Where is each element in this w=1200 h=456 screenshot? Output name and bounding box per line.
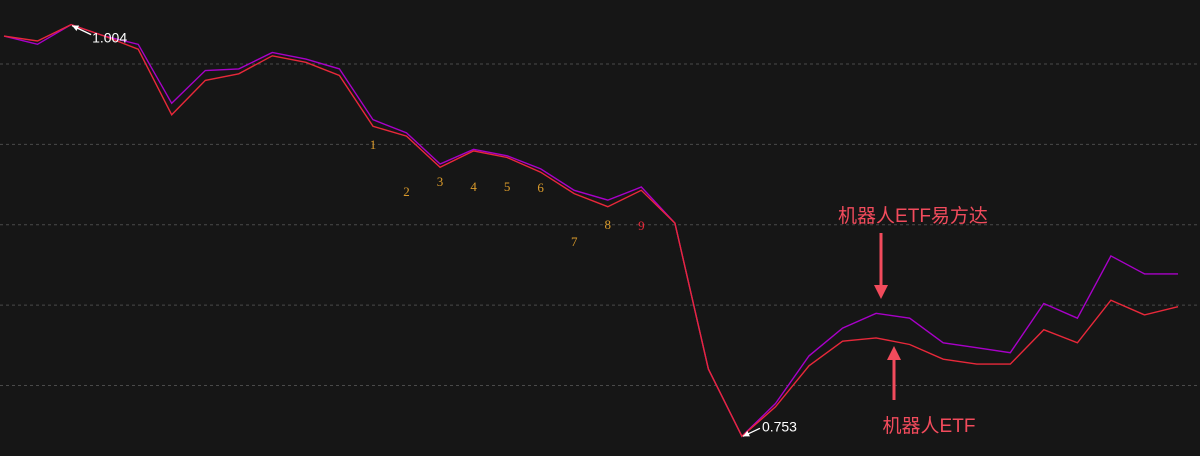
lines <box>3 23 1179 438</box>
sequence-label: 3 <box>437 174 444 189</box>
max-arrow-head <box>72 25 80 32</box>
series-callout: 机器人ETF易方达 <box>838 205 988 227</box>
callout-arrow-shaft <box>879 233 883 287</box>
series-line <box>3 23 1179 438</box>
grid <box>0 63 1200 386</box>
sequence-label: 7 <box>571 234 578 249</box>
sequence-label: 5 <box>504 179 511 194</box>
sequence-label: 6 <box>537 180 544 195</box>
min-label: 0.753 <box>762 418 797 434</box>
max-label: 1.004 <box>92 30 127 46</box>
series-callout: 机器人ETF <box>883 415 976 437</box>
series-line <box>3 23 1178 438</box>
sequence-label: 4 <box>470 179 477 194</box>
sequence-label: 2 <box>403 184 410 199</box>
callout-arrow-head <box>874 285 888 299</box>
sequence-label: 9 <box>638 218 645 233</box>
callout-arrow-shaft <box>892 358 896 400</box>
sequence-label: 1 <box>370 137 377 152</box>
min-arrow-head <box>742 430 750 437</box>
sequence-label: 8 <box>605 217 612 232</box>
callout-arrow-head <box>887 346 901 360</box>
